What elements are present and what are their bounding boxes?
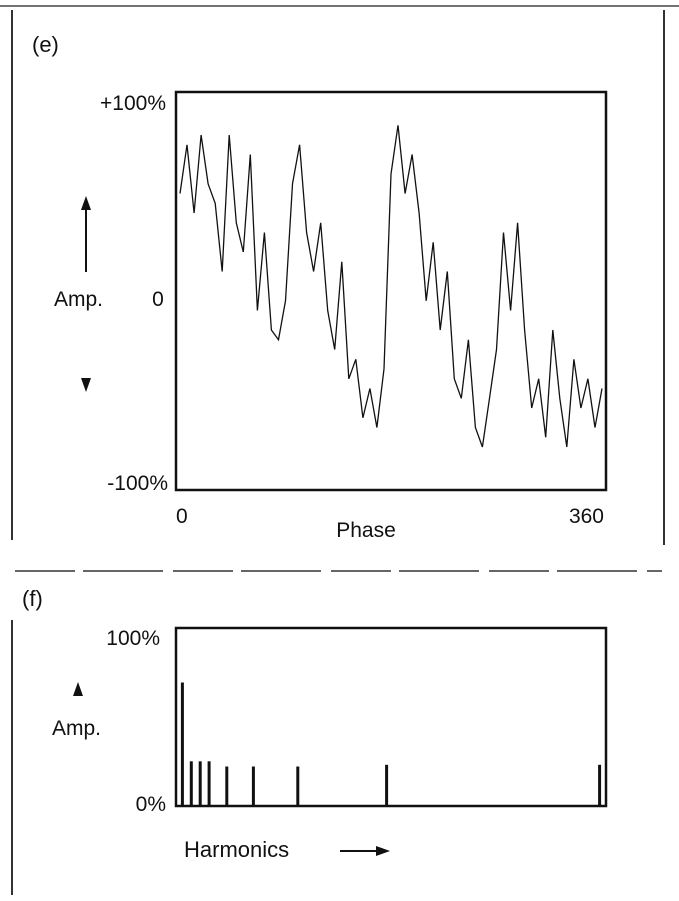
waveform-series xyxy=(179,125,603,448)
panel-e-y-mid: 0 xyxy=(152,288,164,311)
panel-f-x-axis-name: Harmonics xyxy=(184,837,289,862)
panel-f-arrow-up-icon xyxy=(73,682,83,696)
panel-f-label: (f) xyxy=(22,586,43,611)
harmonic-bars xyxy=(180,682,602,805)
panel-e-x-axis-name: Phase xyxy=(336,519,396,542)
panel-e-arrow-up-icon xyxy=(81,196,91,272)
panel-e-x-start: 0 xyxy=(176,505,188,528)
panel-e-arrow-down-icon xyxy=(81,378,91,392)
panel-e-label: (e) xyxy=(32,32,59,57)
panel-e-y-axis-name: Amp. xyxy=(54,288,103,311)
panel-e-x-end: 360 xyxy=(569,505,604,528)
panel-f-y-axis-name: Amp. xyxy=(52,717,101,740)
panel-f-y-top: 100% xyxy=(106,627,160,650)
panel-e-y-top: +100% xyxy=(100,92,166,115)
panel-f-y-bottom: 0% xyxy=(136,793,166,816)
panel-e-y-bottom: -100% xyxy=(107,472,168,495)
panel-f-arrow-right-icon xyxy=(340,846,390,856)
panel-e-frame xyxy=(174,90,608,492)
panel-f-frame xyxy=(174,626,608,808)
